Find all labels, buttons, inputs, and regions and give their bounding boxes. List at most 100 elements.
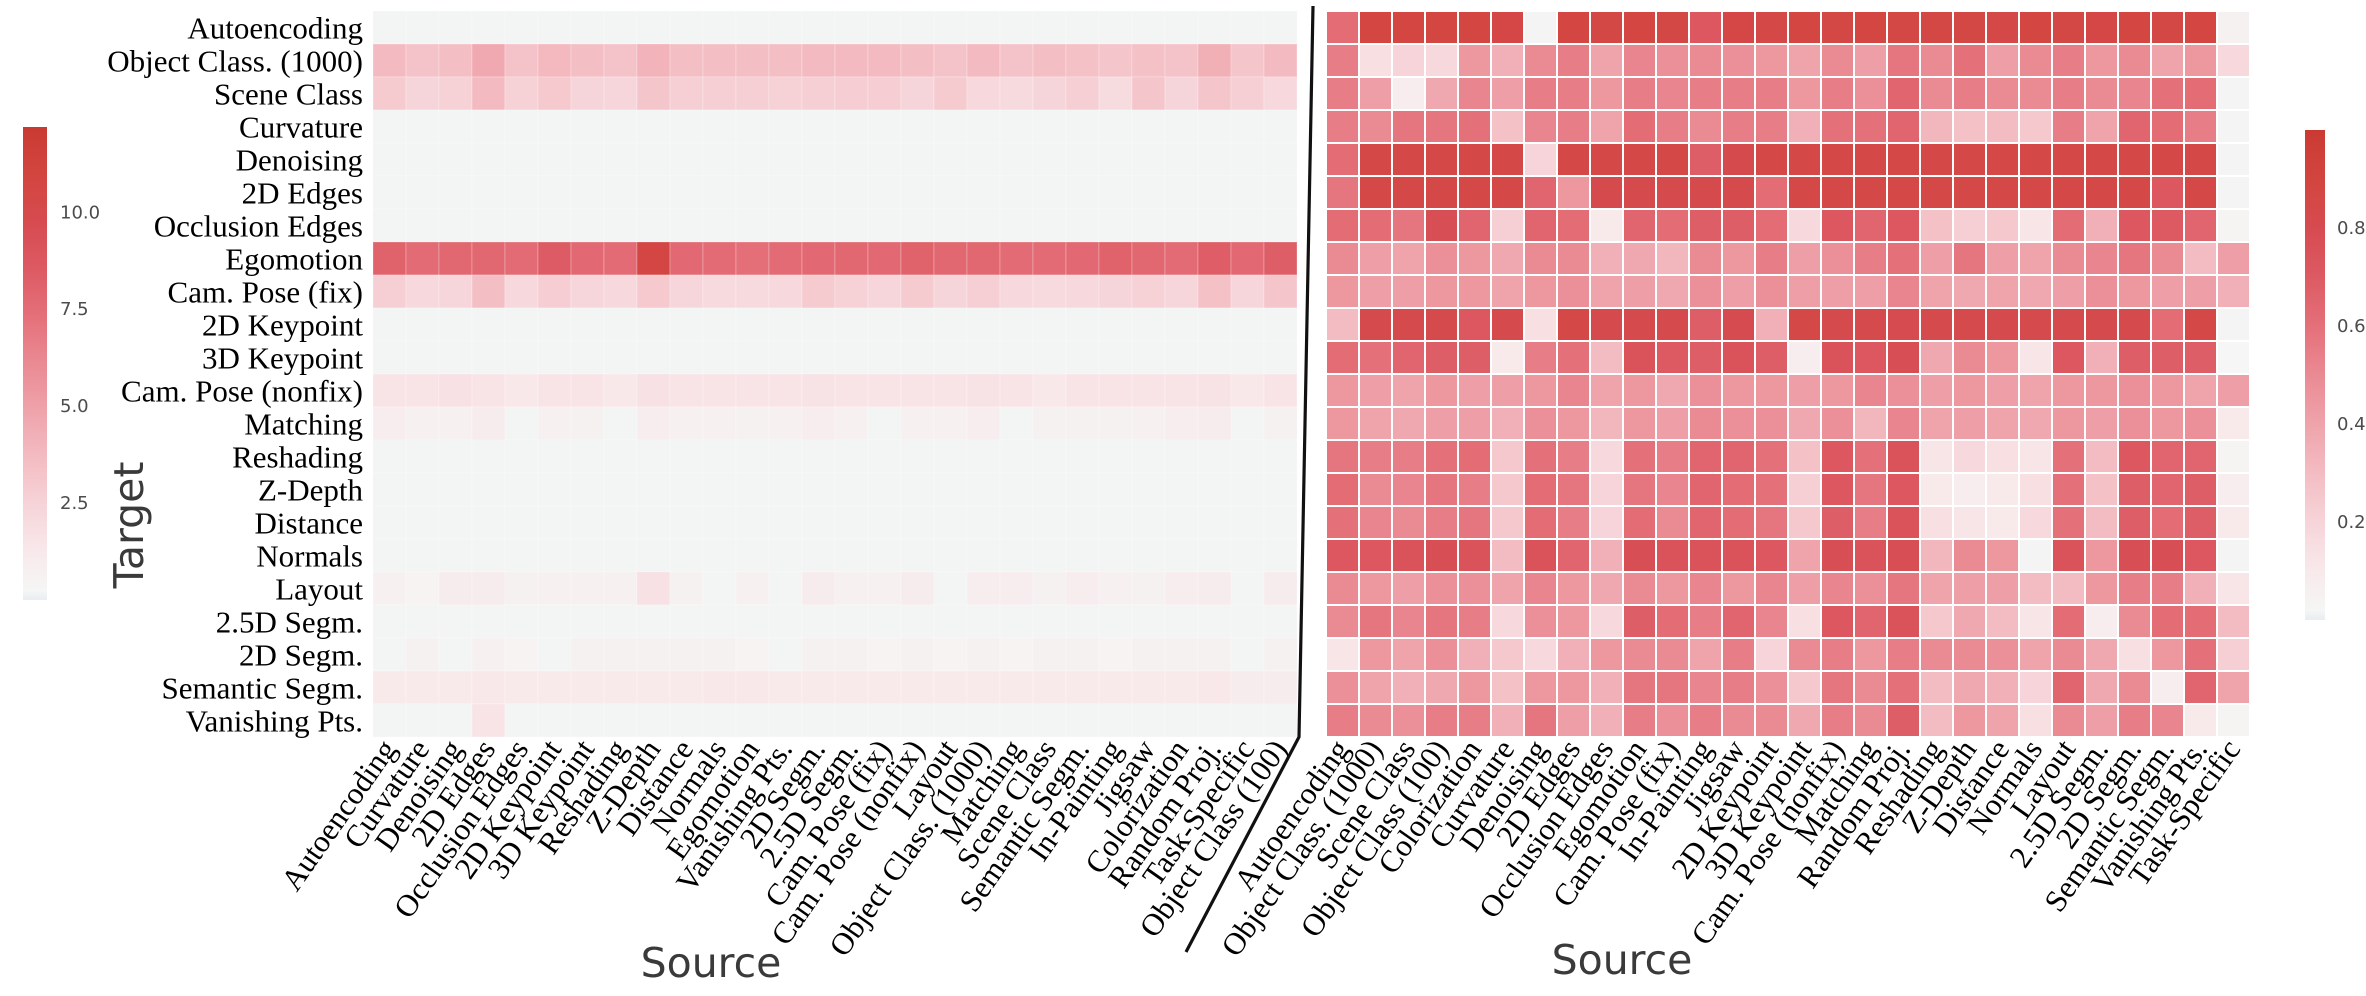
heatmap-cell [405, 703, 440, 738]
heatmap-cell [570, 76, 605, 111]
heatmap-cell [900, 505, 935, 540]
heatmap-cell [372, 208, 407, 243]
heatmap-cell [1098, 472, 1133, 507]
heatmap-cell [1987, 474, 2018, 505]
heatmap-cell [1657, 243, 1688, 274]
heatmap-cell [1065, 208, 1100, 243]
heatmap-cell [1197, 109, 1232, 144]
heatmap-cell [2053, 78, 2084, 109]
heatmap-cell [1921, 441, 1952, 472]
heatmap-cell [669, 43, 704, 78]
heatmap-cell [735, 604, 770, 639]
heatmap-cell [1954, 210, 1985, 241]
heatmap-cell [1032, 538, 1067, 573]
heatmap-cell [1690, 78, 1721, 109]
heatmap-cell [2218, 177, 2249, 208]
heatmap-cell [1558, 243, 1589, 274]
heatmap-cell [933, 703, 968, 738]
heatmap-cell [537, 43, 572, 78]
heatmap-cell [405, 208, 440, 243]
heatmap-cell [867, 340, 902, 375]
heatmap-cell [1756, 408, 1787, 439]
heatmap-cell [1756, 573, 1787, 604]
heatmap-cell [1657, 408, 1688, 439]
heatmap-cell [2053, 540, 2084, 571]
heatmap-cell [933, 571, 968, 606]
heatmap-cell [900, 142, 935, 177]
heatmap-cell [2152, 177, 2183, 208]
heatmap-cell [2218, 705, 2249, 736]
heatmap-cell [735, 637, 770, 672]
heatmap-cell [867, 670, 902, 705]
heatmap-cell [867, 208, 902, 243]
heatmap-cell [471, 307, 506, 342]
heatmap-cell [1690, 177, 1721, 208]
heatmap-cell [2086, 705, 2117, 736]
heatmap-cell [966, 472, 1001, 507]
heatmap-cell [735, 538, 770, 573]
heatmap-cell [2086, 606, 2117, 637]
heatmap-cell [1230, 670, 1265, 705]
heatmap-cell [1032, 241, 1067, 276]
heatmap-cell [504, 571, 539, 606]
heatmap-cell [1591, 111, 1622, 142]
heatmap-cell [1426, 375, 1457, 406]
heatmap-cell [1393, 78, 1424, 109]
heatmap-cell [1690, 540, 1721, 571]
heatmap-cell [603, 274, 638, 309]
heatmap-cell [405, 340, 440, 375]
heatmap-cell [669, 703, 704, 738]
heatmap-cell [1098, 340, 1133, 375]
heatmap-cell [1954, 441, 1985, 472]
heatmap-cell [1032, 109, 1067, 144]
heatmap-cell [2119, 210, 2150, 241]
heatmap-cell [1393, 540, 1424, 571]
heatmap-cell [1558, 45, 1589, 76]
heatmap-cell [834, 10, 869, 45]
heatmap-cell [1230, 43, 1265, 78]
heatmap-cell [1327, 672, 1358, 703]
heatmap-cell [570, 307, 605, 342]
heatmap-cell [372, 604, 407, 639]
heatmap-cell [1164, 373, 1199, 408]
heatmap-cell [1723, 45, 1754, 76]
heatmap-cell [867, 109, 902, 144]
heatmap-cell [1690, 342, 1721, 373]
heatmap-cell [1789, 309, 1820, 340]
heatmap-cell [1789, 474, 1820, 505]
heatmap-cell [1888, 408, 1919, 439]
heatmap-cell [1558, 12, 1589, 43]
heatmap-cell [1657, 144, 1688, 175]
heatmap-cell [1032, 10, 1067, 45]
heatmap-cell [669, 109, 704, 144]
heatmap-cell [1723, 639, 1754, 670]
heatmap-cell [1098, 76, 1133, 111]
heatmap-cell [1263, 175, 1298, 210]
heatmap-cell [2185, 309, 2216, 340]
colorbar [2305, 130, 2325, 620]
heatmap-cell [1230, 109, 1265, 144]
heatmap-cell [669, 505, 704, 540]
heatmap-cell [603, 472, 638, 507]
heatmap-cell [636, 43, 671, 78]
heatmap-cell [1657, 441, 1688, 472]
heatmap-cell [504, 274, 539, 309]
heatmap-cell [1098, 439, 1133, 474]
heatmap-cell [1558, 210, 1589, 241]
heatmap-cell [1230, 703, 1265, 738]
heatmap-cell [966, 571, 1001, 606]
heatmap-cell [1591, 12, 1622, 43]
heatmap-cell [438, 340, 473, 375]
heatmap-cell [372, 439, 407, 474]
heatmap-cell [1855, 309, 1886, 340]
heatmap-cell [2152, 342, 2183, 373]
heatmap-cell [1263, 505, 1298, 540]
heatmap-cell [537, 274, 572, 309]
heatmap-cell [1888, 672, 1919, 703]
heatmap-cell [1954, 111, 1985, 142]
heatmap-cell [999, 43, 1034, 78]
heatmap-cell [1789, 111, 1820, 142]
heatmap-cell [768, 505, 803, 540]
heatmap-cell [1131, 175, 1166, 210]
heatmap-cell [1756, 12, 1787, 43]
